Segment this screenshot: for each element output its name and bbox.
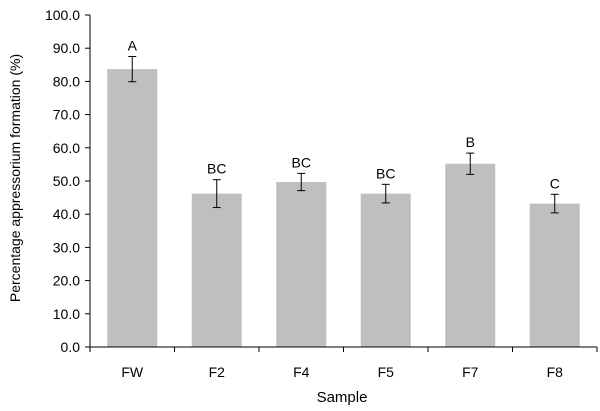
significance-label-f4: BC [292, 154, 311, 170]
y-tick-label: 90.0 [53, 40, 80, 56]
y-tick-label: 0.0 [61, 339, 81, 355]
y-tick-label: 40.0 [53, 206, 80, 222]
y-tick-label: 60.0 [53, 140, 80, 156]
x-tick-label-f2: F2 [209, 364, 226, 380]
bar-f7 [445, 163, 496, 347]
significance-label-f2: BC [207, 161, 226, 177]
x-tick-label-f7: F7 [462, 364, 479, 380]
significance-label-f5: BC [376, 165, 395, 181]
bar-f2 [191, 193, 242, 347]
bars-group [107, 69, 580, 347]
significance-label-fw: A [128, 38, 138, 54]
y-tick-label: 80.0 [53, 73, 80, 89]
x-axis-label: Sample [317, 389, 368, 406]
significance-label-f7: B [466, 134, 475, 150]
y-tick-label: 100.0 [45, 7, 80, 23]
y-axis-label: Percentage appressorium formation (%) [7, 54, 23, 302]
y-tick-label: 30.0 [53, 239, 80, 255]
x-tick-label-fw: FW [121, 364, 144, 380]
y-tick-label: 10.0 [53, 306, 80, 322]
bar-f4 [276, 181, 327, 347]
error-bars-group [128, 56, 559, 214]
bar-f5 [360, 193, 411, 347]
x-tick-label-f4: F4 [293, 364, 310, 380]
x-tick-label-f8: F8 [547, 364, 564, 380]
x-tick-label-f5: F5 [378, 364, 395, 380]
x-ticks-group: FW F2 F4 F5 F7 F8 [89, 347, 598, 380]
y-tick-label: 70.0 [53, 107, 80, 123]
bar-f8 [529, 203, 580, 347]
y-ticks-group: 0.0 10.0 20.0 30.0 40.0 50.0 60.0 70.0 80.0 90.0 1… [45, 7, 90, 355]
y-tick-label: 50.0 [53, 173, 80, 189]
axes-group [89, 15, 597, 348]
y-tick-label: 20.0 [53, 273, 80, 289]
bar-fw [107, 69, 158, 347]
significance-label-f8: C [550, 175, 560, 191]
